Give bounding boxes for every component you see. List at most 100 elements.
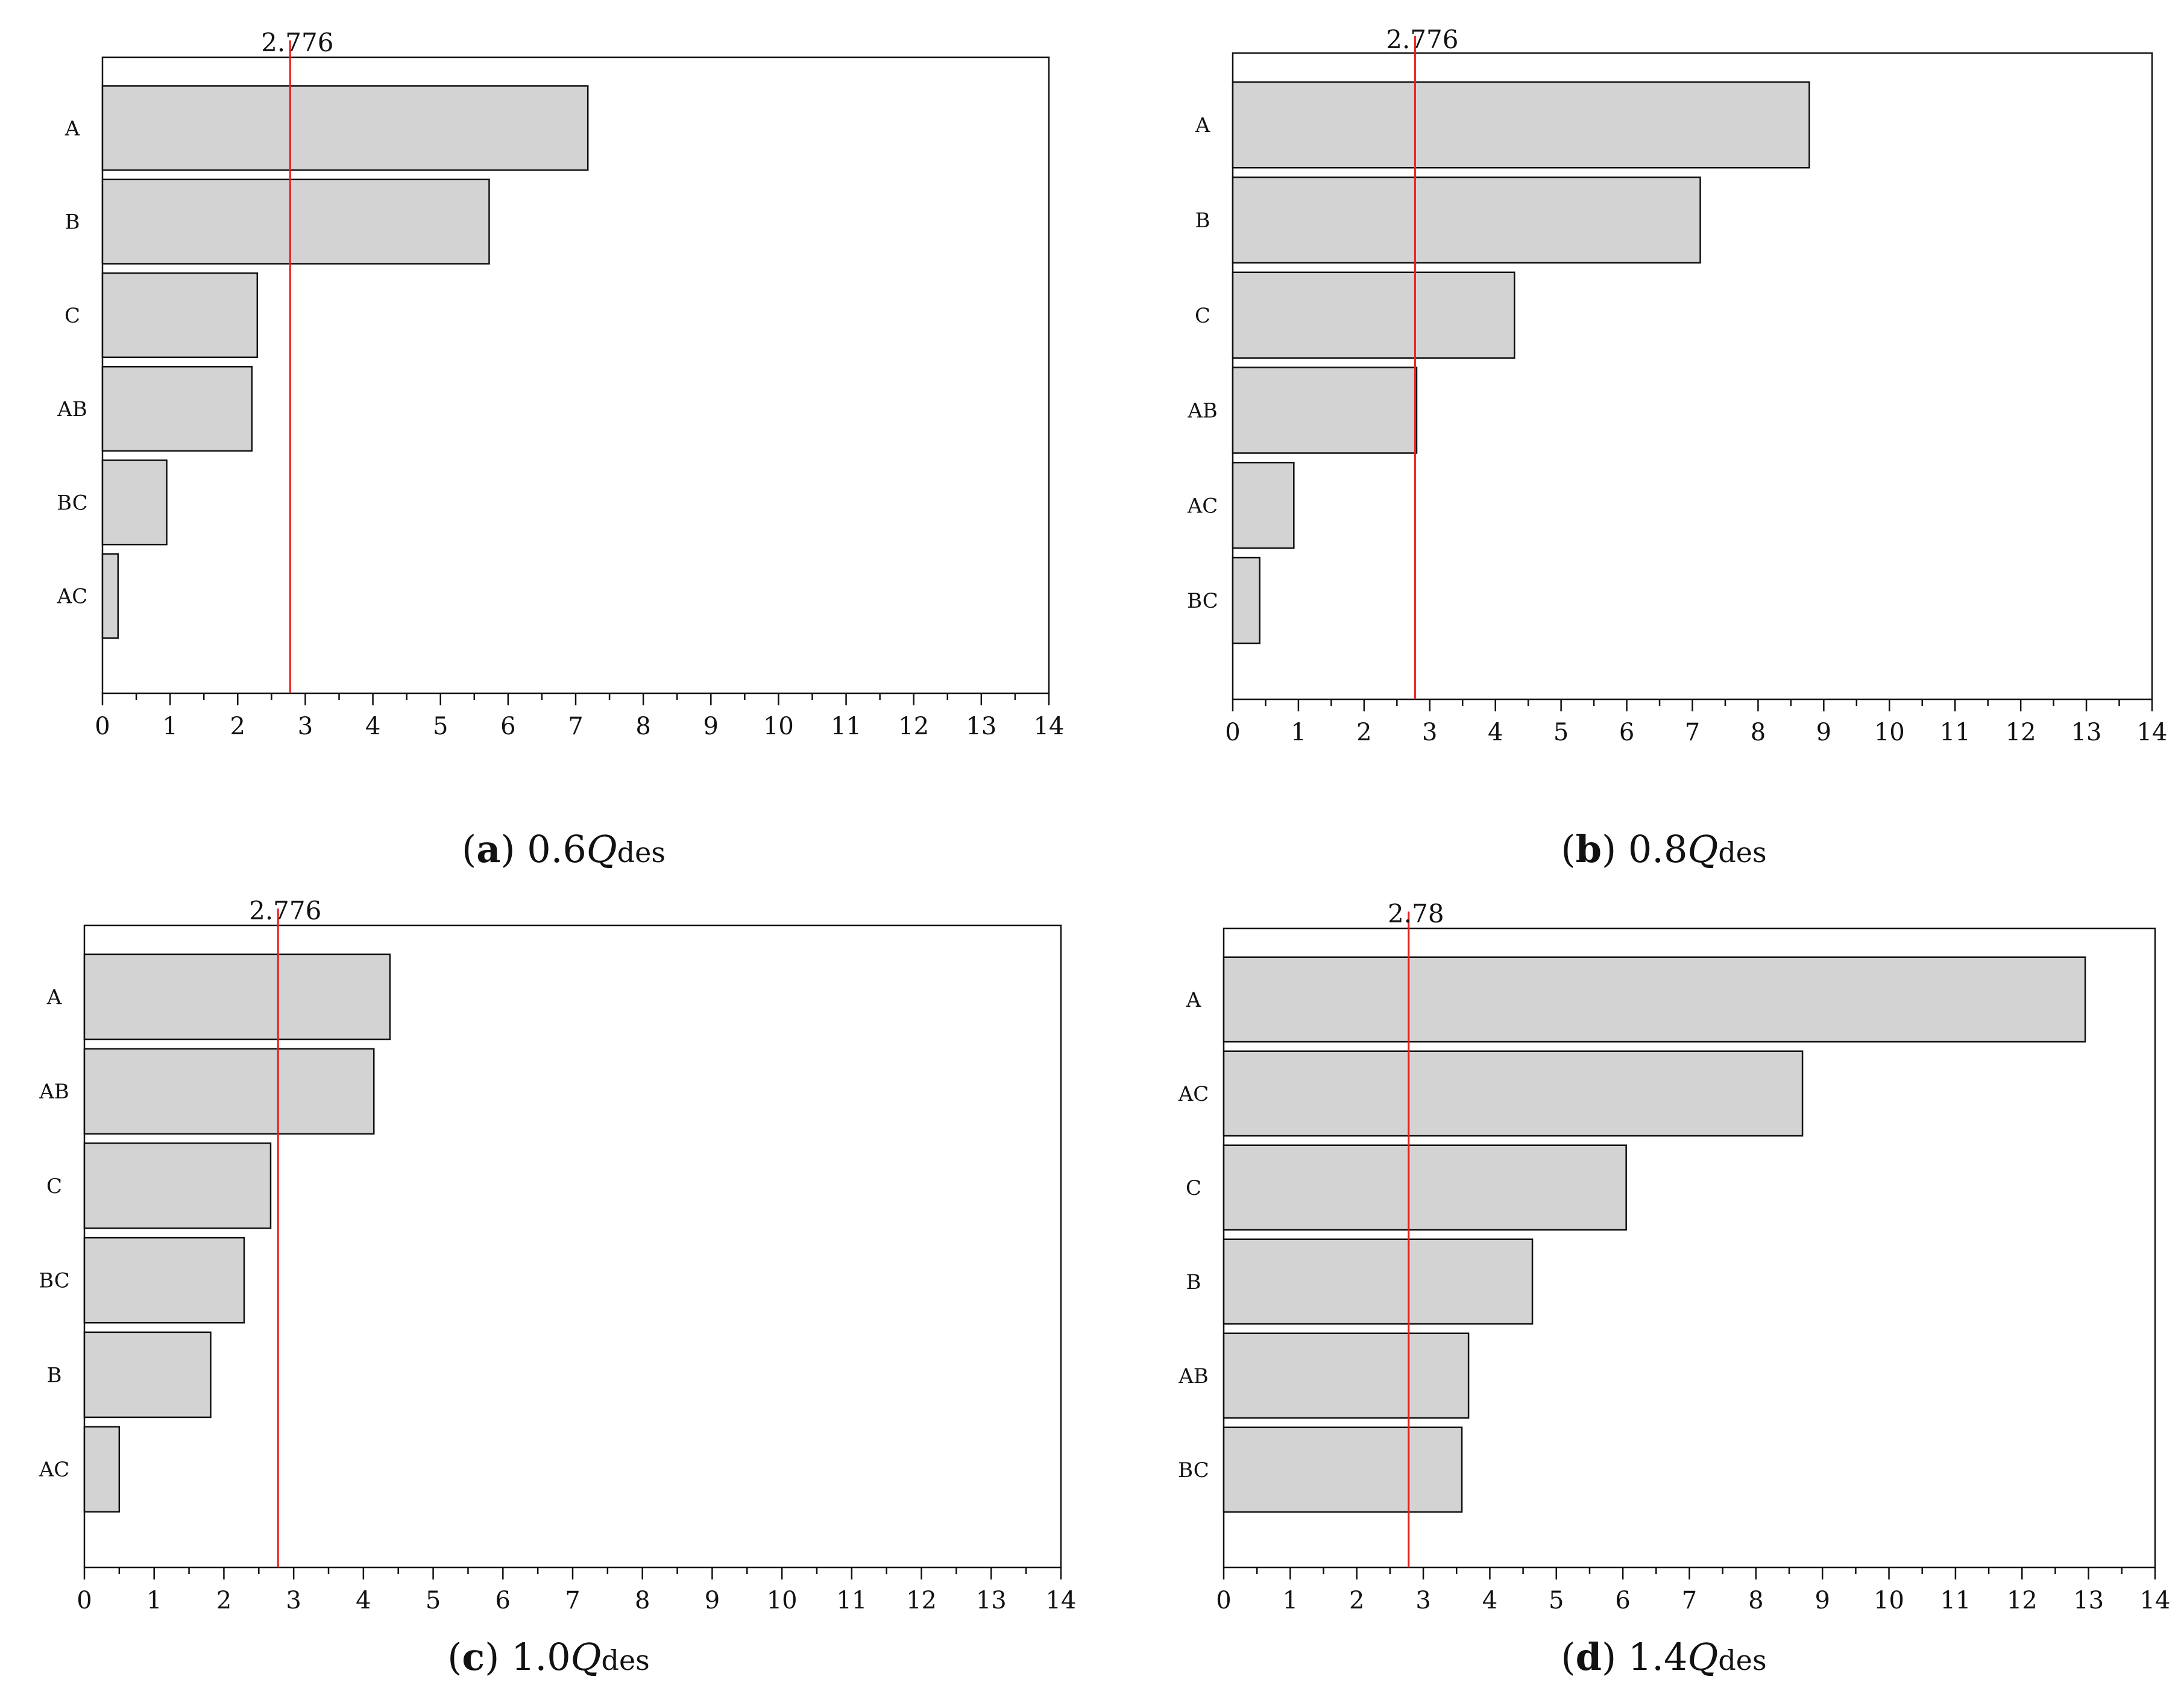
caption-part: ) 1.0 (485, 1635, 571, 1679)
x-tick-label: 9 (703, 713, 719, 740)
x-tick-label: 13 (966, 713, 996, 740)
x-tick-label: 10 (1874, 719, 1905, 746)
caption-part: des (1718, 836, 1766, 869)
x-tick-label: 2 (1349, 1587, 1364, 1614)
category-label-A: A (46, 985, 62, 1009)
panel-caption: (c) 1.0Qdes (447, 1635, 650, 1679)
bar-AB (1223, 1332, 1470, 1419)
caption-part: Q (587, 827, 617, 871)
caption-part: ) 0.8 (1602, 827, 1688, 871)
category-label-AC: AC (1178, 1082, 1209, 1106)
x-tick-label: 12 (906, 1587, 937, 1614)
x-tick-label: 13 (2071, 719, 2102, 746)
caption-part: des (617, 836, 666, 869)
caption-part: Q (1687, 1635, 1718, 1679)
x-tick-label: 0 (1225, 719, 1240, 746)
x-tick-label: 14 (1034, 713, 1065, 740)
caption-part: des (1718, 1644, 1766, 1677)
panel-caption: (b) 0.8Qdes (1561, 827, 1766, 871)
caption-part: c (462, 1635, 485, 1679)
bar-AC (101, 553, 119, 639)
x-tick-label: 7 (1685, 719, 1700, 746)
x-tick-label: 6 (1619, 719, 1634, 746)
bar-BC (1223, 1426, 1463, 1513)
x-tick-label: 1 (1283, 1587, 1298, 1614)
bar-BC (101, 459, 168, 546)
x-tick-label: 7 (1682, 1587, 1697, 1614)
category-label-AB: AB (1178, 1364, 1209, 1388)
category-label-AC: AC (57, 585, 88, 609)
x-tick-label: 3 (298, 713, 313, 740)
x-tick-label: 8 (1751, 719, 1766, 746)
x-tick-label: 6 (500, 713, 515, 740)
x-tick-label: 1 (146, 1587, 162, 1614)
category-label-B: B (65, 210, 80, 235)
bar-B (83, 1331, 212, 1419)
caption-part: Q (571, 1635, 602, 1679)
category-label-AC: AC (39, 1458, 70, 1482)
x-tick-label: 11 (836, 1587, 867, 1614)
x-tick-label: 2 (216, 1587, 231, 1614)
x-tick-label: 13 (976, 1587, 1007, 1614)
bar-B (1232, 176, 1701, 264)
bar-A (101, 85, 589, 171)
x-tick-label: 5 (1553, 719, 1569, 746)
caption-part: des (602, 1644, 650, 1677)
bar-A (1223, 956, 2086, 1043)
x-tick-label: 12 (2006, 719, 2036, 746)
caption-part: ( (462, 827, 476, 871)
x-tick-label: 5 (426, 1587, 441, 1614)
x-tick-label: 11 (1940, 719, 1971, 746)
threshold-label: 2.78 (1388, 899, 1444, 928)
bar-AB (101, 366, 253, 452)
category-label-C: C (1186, 1176, 1201, 1200)
bar-BC (83, 1236, 245, 1324)
x-tick-label: 10 (767, 1587, 798, 1614)
bar-AC (83, 1426, 121, 1513)
category-label-BC: BC (57, 491, 88, 515)
category-label-BC: BC (1178, 1458, 1209, 1482)
category-label-A: A (65, 116, 80, 140)
x-tick-label: 12 (898, 713, 929, 740)
x-tick-label: 5 (1549, 1587, 1564, 1614)
threshold-label: 2.776 (1386, 25, 1458, 54)
caption-part: b (1576, 827, 1602, 871)
x-tick-label: 8 (635, 713, 650, 740)
x-tick-label: 6 (496, 1587, 511, 1614)
category-label-B: B (47, 1363, 62, 1387)
x-tick-label: 2 (1356, 719, 1371, 746)
x-tick-label: 3 (1422, 719, 1437, 746)
category-label-A: A (1186, 988, 1201, 1012)
bar-AC (1232, 462, 1295, 549)
x-tick-label: 14 (2140, 1587, 2171, 1614)
caption-part: ( (1561, 1635, 1575, 1679)
x-tick-label: 1 (162, 713, 177, 740)
x-tick-label: 11 (1940, 1587, 1971, 1614)
x-tick-label: 5 (433, 713, 448, 740)
category-label-AB: AB (57, 397, 87, 421)
x-tick-label: 14 (2137, 719, 2168, 746)
x-tick-label: 4 (1482, 1587, 1497, 1614)
x-tick-label: 8 (635, 1587, 650, 1614)
x-tick-label: 8 (1748, 1587, 1763, 1614)
x-tick-label: 7 (565, 1587, 580, 1614)
x-tick-label: 2 (230, 713, 245, 740)
category-label-A: A (1195, 113, 1210, 137)
bar-BC (1232, 556, 1260, 644)
bar-A (1232, 81, 1810, 169)
caption-part: d (1576, 1635, 1602, 1679)
category-label-AB: AB (1187, 399, 1218, 423)
x-tick-label: 13 (2073, 1587, 2104, 1614)
x-tick-label: 9 (1814, 1587, 1830, 1614)
x-tick-label: 0 (95, 713, 110, 740)
x-tick-label: 4 (356, 1587, 371, 1614)
x-tick-label: 3 (286, 1587, 301, 1614)
x-tick-label: 9 (1816, 719, 1831, 746)
x-tick-label: 0 (77, 1587, 92, 1614)
panel-caption: (a) 0.6Qdes (462, 827, 666, 871)
x-tick-label: 3 (1415, 1587, 1430, 1614)
